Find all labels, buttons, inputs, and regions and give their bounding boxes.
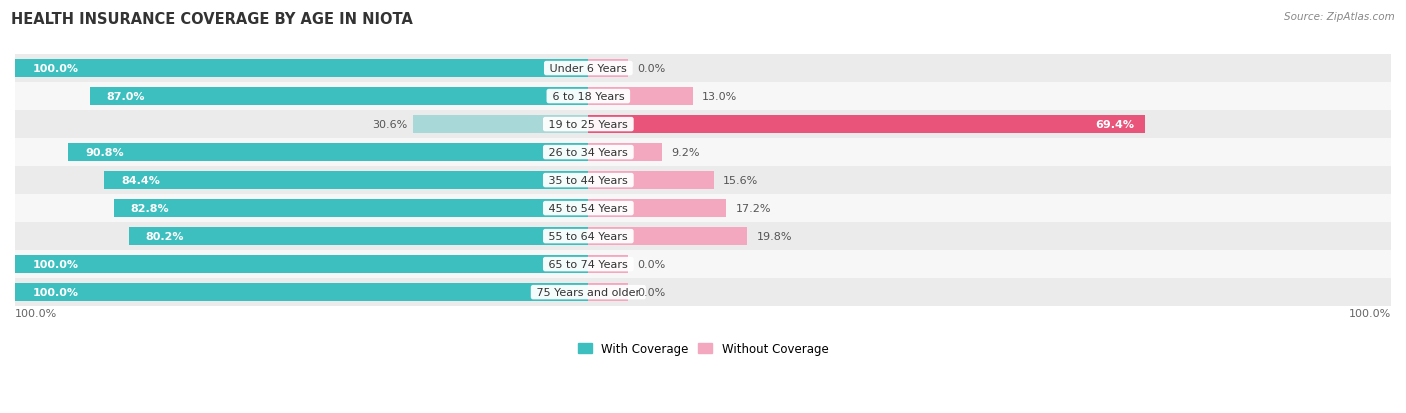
Bar — [15, 139, 1391, 167]
Bar — [588, 256, 628, 273]
Bar — [15, 55, 1391, 83]
Text: 15.6%: 15.6% — [723, 176, 758, 186]
Bar — [104, 172, 588, 189]
Bar — [15, 256, 588, 273]
Text: 80.2%: 80.2% — [146, 232, 184, 242]
Text: 17.2%: 17.2% — [735, 204, 770, 214]
Text: 13.0%: 13.0% — [702, 92, 737, 102]
Text: 0.0%: 0.0% — [638, 64, 666, 74]
Text: 19.8%: 19.8% — [756, 232, 792, 242]
Text: 90.8%: 90.8% — [84, 148, 124, 158]
Text: 35 to 44 Years: 35 to 44 Years — [546, 176, 631, 186]
Text: 87.0%: 87.0% — [107, 92, 145, 102]
Bar — [588, 200, 727, 217]
Bar — [15, 195, 1391, 223]
Bar — [588, 60, 628, 78]
Bar — [15, 111, 1391, 139]
Text: 55 to 64 Years: 55 to 64 Years — [546, 232, 631, 242]
Bar — [588, 88, 693, 105]
Text: 65 to 74 Years: 65 to 74 Years — [546, 259, 631, 269]
Bar — [588, 228, 747, 245]
Text: 100.0%: 100.0% — [32, 287, 79, 297]
Text: 0.0%: 0.0% — [638, 287, 666, 297]
Text: 6 to 18 Years: 6 to 18 Years — [548, 92, 628, 102]
Text: 84.4%: 84.4% — [122, 176, 160, 186]
Bar — [588, 284, 628, 301]
Text: 69.4%: 69.4% — [1095, 120, 1133, 130]
Text: 9.2%: 9.2% — [671, 148, 700, 158]
Text: 82.8%: 82.8% — [131, 204, 170, 214]
Bar — [90, 88, 588, 105]
Bar — [15, 284, 588, 301]
Text: 19 to 25 Years: 19 to 25 Years — [546, 120, 631, 130]
Bar — [413, 116, 588, 133]
Bar — [15, 83, 1391, 111]
Text: Source: ZipAtlas.com: Source: ZipAtlas.com — [1284, 12, 1395, 22]
Legend: With Coverage, Without Coverage: With Coverage, Without Coverage — [572, 337, 834, 360]
Text: 100.0%: 100.0% — [32, 64, 79, 74]
Bar — [128, 228, 588, 245]
Bar — [15, 60, 588, 78]
Bar — [67, 144, 588, 161]
Text: 100.0%: 100.0% — [32, 259, 79, 269]
Text: HEALTH INSURANCE COVERAGE BY AGE IN NIOTA: HEALTH INSURANCE COVERAGE BY AGE IN NIOT… — [11, 12, 413, 27]
Bar — [114, 200, 588, 217]
Bar — [15, 223, 1391, 251]
Text: 100.0%: 100.0% — [1348, 309, 1391, 318]
Text: 0.0%: 0.0% — [638, 259, 666, 269]
Bar — [15, 251, 1391, 278]
Bar — [15, 278, 1391, 306]
Bar — [588, 144, 662, 161]
Text: 26 to 34 Years: 26 to 34 Years — [546, 148, 631, 158]
Text: 30.6%: 30.6% — [373, 120, 408, 130]
Text: Under 6 Years: Under 6 Years — [546, 64, 630, 74]
Text: 75 Years and older: 75 Years and older — [533, 287, 644, 297]
Text: 45 to 54 Years: 45 to 54 Years — [546, 204, 631, 214]
Bar — [588, 116, 1146, 133]
Bar — [588, 172, 714, 189]
Bar — [15, 167, 1391, 195]
Text: 100.0%: 100.0% — [15, 309, 58, 318]
